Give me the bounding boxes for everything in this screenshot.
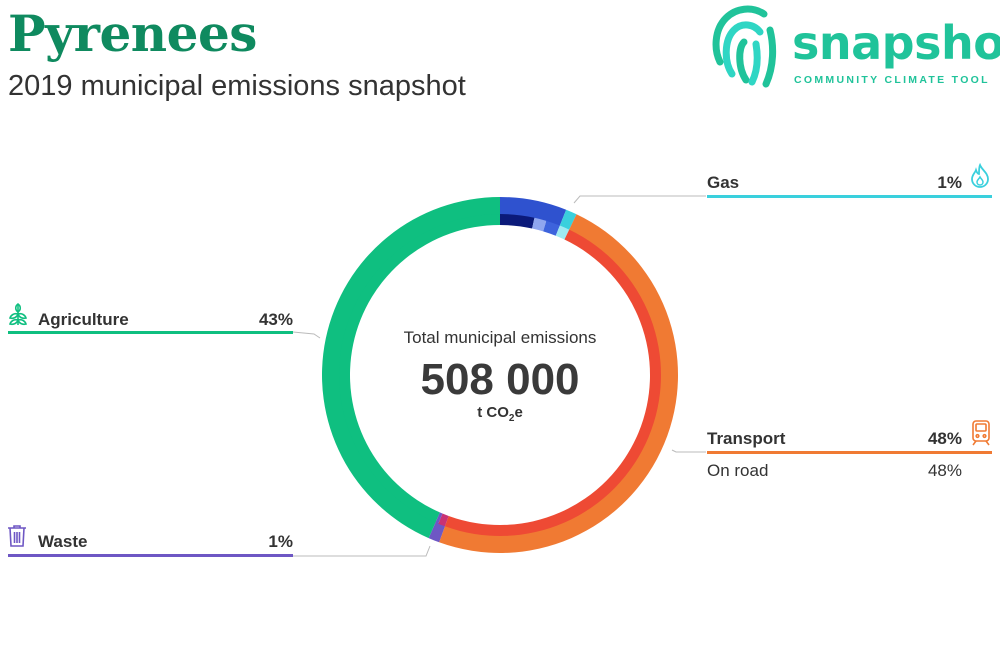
logo-tagline: COMMUNITY CLIMATE TOOL [794, 74, 990, 86]
gas-pct: 1% [937, 173, 962, 192]
flame-icon [971, 163, 989, 188]
page-title: Pyrenees [8, 4, 257, 63]
waste-leader-line [293, 545, 431, 557]
inner-slice-electricity-industrial [543, 220, 560, 236]
total-value: 508 000 [420, 355, 580, 404]
waste-label: Waste [38, 532, 88, 551]
snapshot-logo: snapshot COMMUNITY CLIMATE TOOL [712, 0, 1000, 92]
inner-slice-electricity-residential [500, 214, 535, 229]
transport-on-road-label: On road [707, 461, 769, 480]
inner-slice-electricity-commercial [532, 217, 547, 232]
waste-bar [8, 554, 293, 557]
outer-slice-gas [559, 209, 577, 231]
outer-slice-waste [428, 521, 446, 543]
gas-bar [707, 195, 992, 198]
agriculture-bar [8, 331, 293, 334]
train-icon [972, 420, 990, 446]
page-subtitle: 2019 municipal emissions snapshot [8, 70, 466, 102]
inner-slice-waste-landfill [438, 513, 449, 527]
agriculture-pct: 43% [258, 310, 293, 329]
transport-label: Transport [707, 429, 786, 448]
gas-leader-line [573, 195, 706, 204]
outer-slice-electricity [500, 197, 567, 227]
agriculture-leader-line [292, 331, 321, 339]
leaf-icon [8, 303, 28, 326]
transport-pct: 48% [927, 429, 962, 448]
gas-label: Gas [707, 173, 740, 192]
fingerprint-logo-icon [712, 5, 777, 88]
agriculture-label: Agriculture [38, 310, 129, 329]
total-label: Total municipal emissions [403, 328, 597, 347]
inner-slice-gas-residential [555, 225, 570, 240]
transport-leader-line [671, 449, 706, 453]
inner-slice-waste-wastewater [435, 512, 443, 524]
trash-icon [8, 525, 26, 547]
outer-ring [321, 197, 678, 553]
outer-slice-agriculture [321, 197, 500, 539]
waste-pct: 1% [268, 532, 293, 551]
total-unit: t CO2e [477, 404, 523, 424]
inner-ring [339, 214, 662, 537]
logo-wordmark: snapshot [792, 16, 1000, 70]
transport-on-road-pct: 48% [927, 461, 962, 480]
transport-bar [707, 451, 992, 454]
